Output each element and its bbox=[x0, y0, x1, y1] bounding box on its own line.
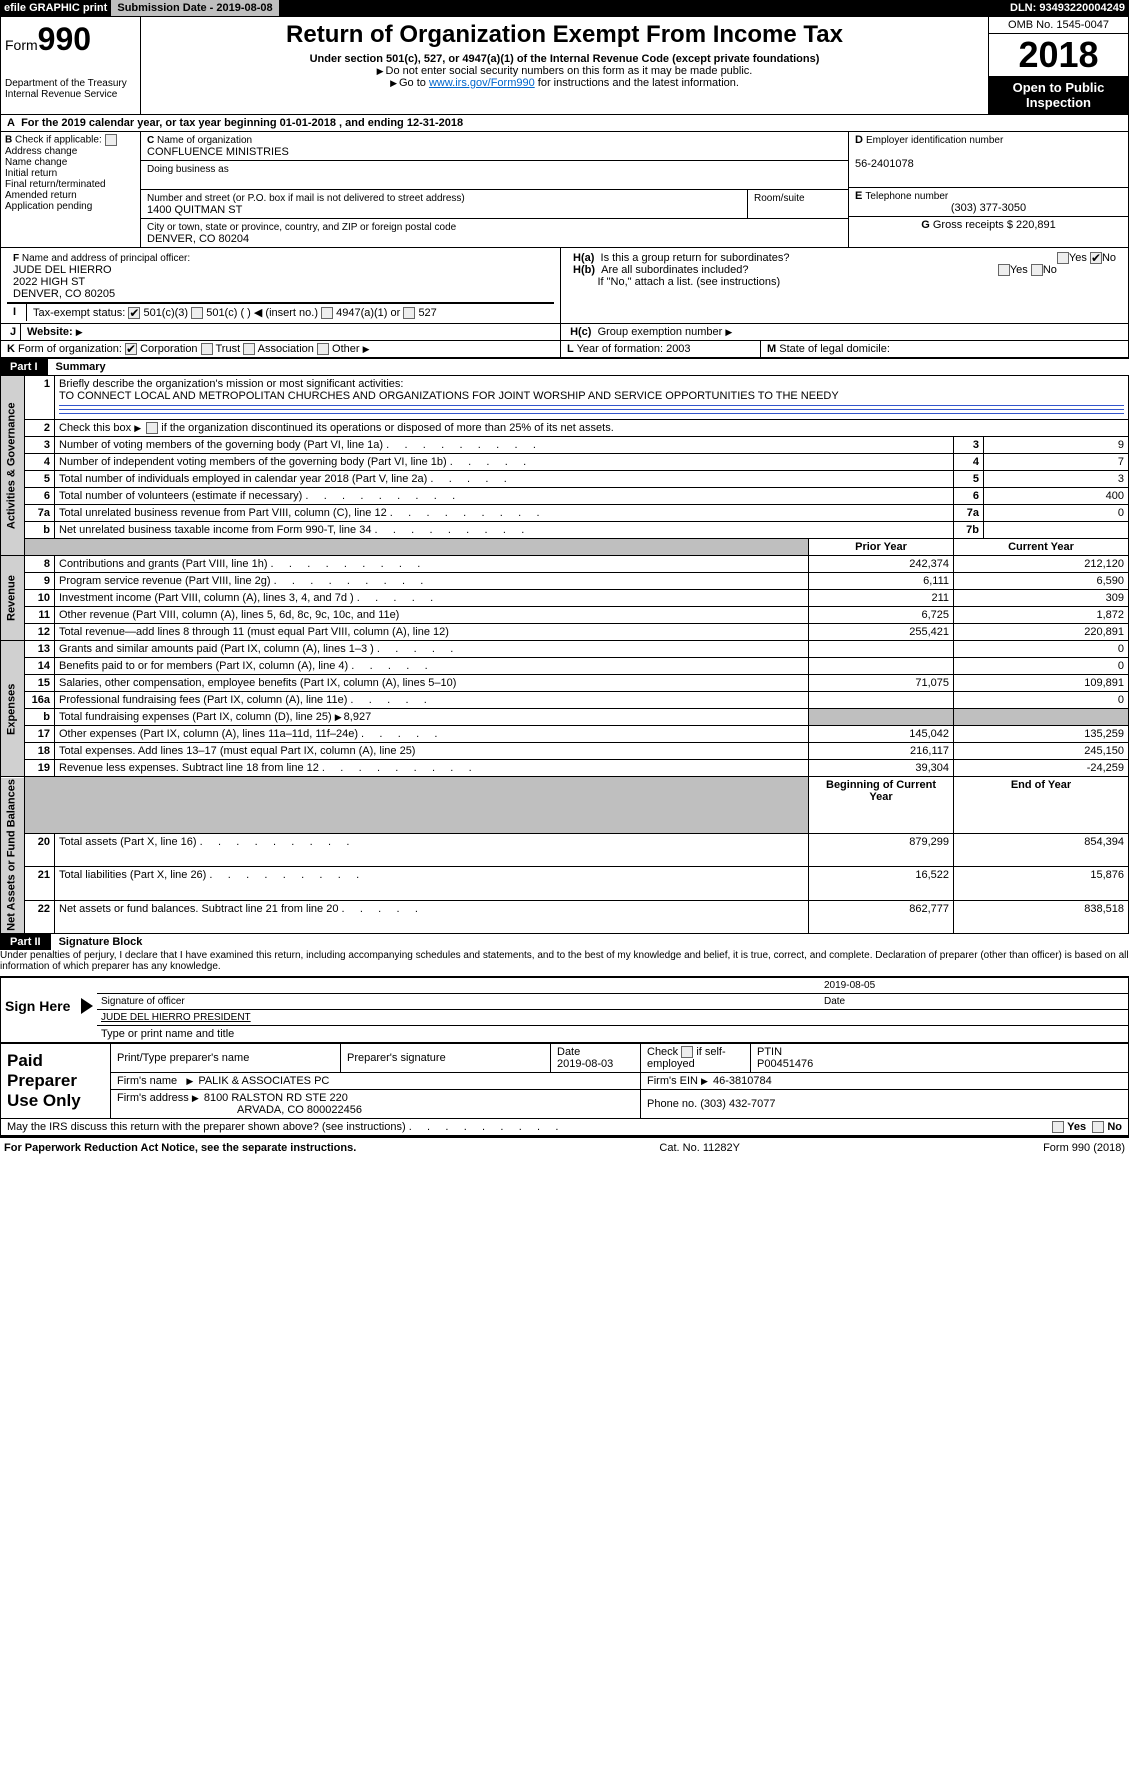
tax-year: 2018 bbox=[989, 34, 1128, 76]
paid-preparer-label: Paid Preparer Use Only bbox=[1, 1044, 111, 1119]
dln: DLN: 93493220004249 bbox=[1010, 2, 1125, 14]
form-header: Form990 Department of the Treasury Inter… bbox=[0, 16, 1129, 115]
gross-receipts: Gross receipts $ 220,891 bbox=[933, 219, 1056, 231]
signature-block: Sign Here 2019-08-05 Signature of office… bbox=[0, 976, 1129, 1043]
part-2-header: Part II Signature Block bbox=[0, 934, 1129, 950]
summary-table: Activities & Governance 1 Briefly descri… bbox=[0, 375, 1129, 934]
officer-signature-name: JUDE DEL HIERRO PRESIDENT bbox=[101, 1012, 251, 1023]
row-a: A For the 2019 calendar year, or tax yea… bbox=[0, 115, 1129, 132]
officer-name: JUDE DEL HIERRO bbox=[13, 264, 112, 276]
dept-treasury: Department of the Treasury bbox=[5, 78, 136, 89]
perjury-declaration: Under penalties of perjury, I declare th… bbox=[0, 950, 1129, 972]
section-net-assets: Net Assets or Fund Balances bbox=[1, 777, 25, 934]
street-address: 1400 QUITMAN ST bbox=[147, 204, 242, 216]
org-name: CONFLUENCE MINISTRIES bbox=[147, 146, 289, 158]
city-state-zip: DENVER, CO 80204 bbox=[147, 233, 249, 245]
preparer-table: Paid Preparer Use Only Print/Type prepar… bbox=[0, 1043, 1129, 1119]
firm-ein: 46-3810784 bbox=[713, 1075, 772, 1087]
mission-text: TO CONNECT LOCAL AND METROPOLITAN CHURCH… bbox=[59, 390, 839, 402]
section-activities: Activities & Governance bbox=[1, 376, 25, 556]
firm-name: PALIK & ASSOCIATES PC bbox=[198, 1075, 329, 1087]
top-bar: efile GRAPHIC print Submission Date - 20… bbox=[0, 0, 1129, 16]
omb-number: OMB No. 1545-0047 bbox=[989, 17, 1128, 34]
section-revenue: Revenue bbox=[1, 556, 25, 641]
section-expenses: Expenses bbox=[1, 641, 25, 777]
form-subtitle: Under section 501(c), 527, or 4947(a)(1)… bbox=[149, 53, 980, 65]
irs-link[interactable]: www.irs.gov/Form990 bbox=[429, 77, 535, 89]
checkbox[interactable] bbox=[105, 134, 117, 146]
entity-info-grid: B Check if applicable: Address change Na… bbox=[0, 132, 1129, 248]
form-number: 990 bbox=[38, 21, 91, 57]
efile-label: efile GRAPHIC print bbox=[4, 2, 107, 14]
ein: 56-2401078 bbox=[855, 158, 914, 170]
page-footer: For Paperwork Reduction Act Notice, see … bbox=[0, 1136, 1129, 1158]
501c3-checkbox[interactable] bbox=[128, 307, 140, 319]
ptin: P00451476 bbox=[757, 1058, 813, 1070]
submission-date: Submission Date - 2019-08-08 bbox=[110, 0, 279, 17]
form-title: Return of Organization Exempt From Incom… bbox=[149, 21, 980, 49]
part-1-header: Part I Summary bbox=[0, 358, 1129, 375]
sign-here-label: Sign Here bbox=[1, 978, 81, 1042]
arrow-icon bbox=[81, 998, 93, 1014]
telephone: (303) 377-3050 bbox=[855, 202, 1122, 214]
preparer-phone: (303) 432-7077 bbox=[700, 1098, 775, 1110]
open-to-public: Open to Public Inspection bbox=[989, 76, 1128, 114]
irs-label: Internal Revenue Service bbox=[5, 89, 136, 100]
